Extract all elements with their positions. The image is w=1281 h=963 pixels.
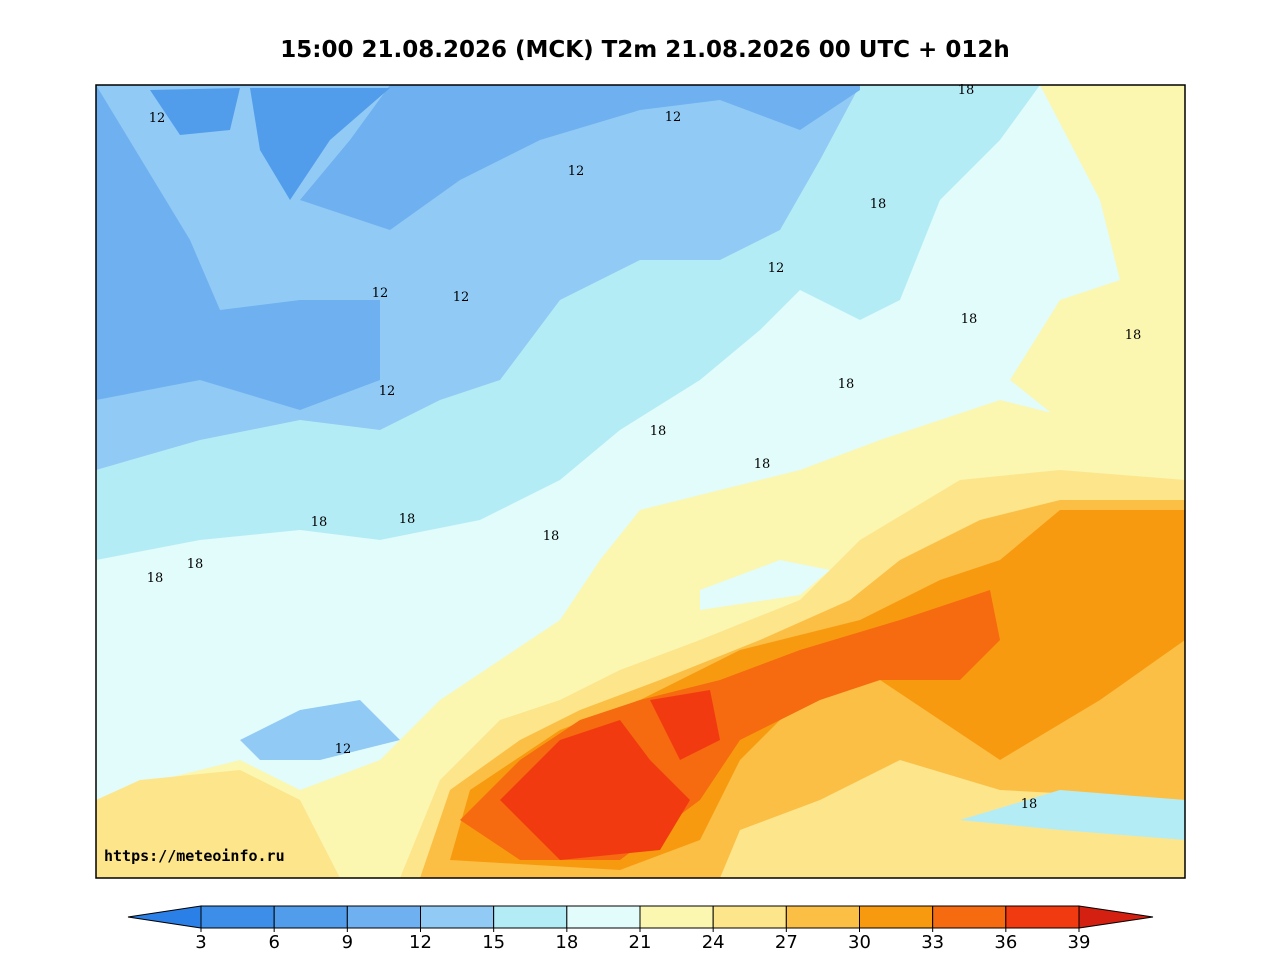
colorbar-tick-label: 6 [268, 932, 279, 953]
map-frame [95, 84, 1186, 879]
contour-label: 18 [1021, 797, 1038, 812]
contour-label: 18 [399, 512, 416, 527]
colorbar-tick-label: 3 [195, 932, 206, 953]
contour-label: 12 [149, 111, 166, 126]
contour-label: 18 [650, 424, 667, 439]
colorbar-segment [1005, 905, 1080, 929]
colorbar-segment [932, 905, 1007, 929]
contour-label: 12 [768, 261, 785, 276]
contour-label: 12 [665, 110, 682, 125]
contour-label: 12 [453, 290, 470, 305]
colorbar-tick-label: 21 [629, 932, 652, 953]
contour-label: 12 [379, 384, 396, 399]
colorbar-segment [712, 905, 787, 929]
map-title: 15:00 21.08.2026 (MCK) T2m 21.08.2026 00… [280, 37, 1009, 63]
colorbar-segment [346, 905, 422, 929]
colorbar-segment [493, 905, 568, 929]
watermark: https://meteoinfo.ru [104, 847, 285, 865]
colorbar-segment [200, 905, 275, 929]
colorbar-tick-label: 15 [482, 932, 505, 953]
contour-label: 18 [958, 83, 975, 98]
contour-label: 18 [543, 529, 560, 544]
colorbar-segment [273, 905, 348, 929]
colorbar-tick-label: 9 [342, 932, 353, 953]
temperature-field [96, 85, 1185, 878]
colorbar-segment [639, 905, 714, 929]
colorbar-extend-high [1078, 905, 1154, 929]
contour-label: 18 [870, 197, 887, 212]
colorbar-segment [420, 905, 495, 929]
contour-label: 18 [961, 312, 978, 327]
colorbar-segment [566, 905, 641, 929]
contour-label: 18 [1125, 328, 1142, 343]
colorbar-tick-label: 39 [1068, 932, 1091, 953]
colorbar-tick-label: 36 [994, 932, 1017, 953]
colorbar-tick-label: 30 [848, 932, 871, 953]
contour-label: 12 [335, 742, 352, 757]
colorbar-tick-label: 24 [702, 932, 725, 953]
colorbar-tick-label: 18 [555, 932, 578, 953]
colorbar-segment [785, 905, 860, 929]
colorbar-tick-label: 27 [775, 932, 798, 953]
contour-label: 12 [372, 286, 389, 301]
contour-label: 12 [568, 164, 585, 179]
contour-label: 18 [754, 457, 771, 472]
colorbar-tick-label: 12 [409, 932, 432, 953]
contour-label: 18 [187, 557, 204, 572]
colorbar-tick-label: 33 [921, 932, 944, 953]
contour-label: 18 [311, 515, 328, 530]
contour-label: 18 [838, 377, 855, 392]
colorbar-extend-low [127, 905, 202, 929]
contour-label: 18 [147, 571, 164, 586]
colorbar-segment [859, 905, 934, 929]
